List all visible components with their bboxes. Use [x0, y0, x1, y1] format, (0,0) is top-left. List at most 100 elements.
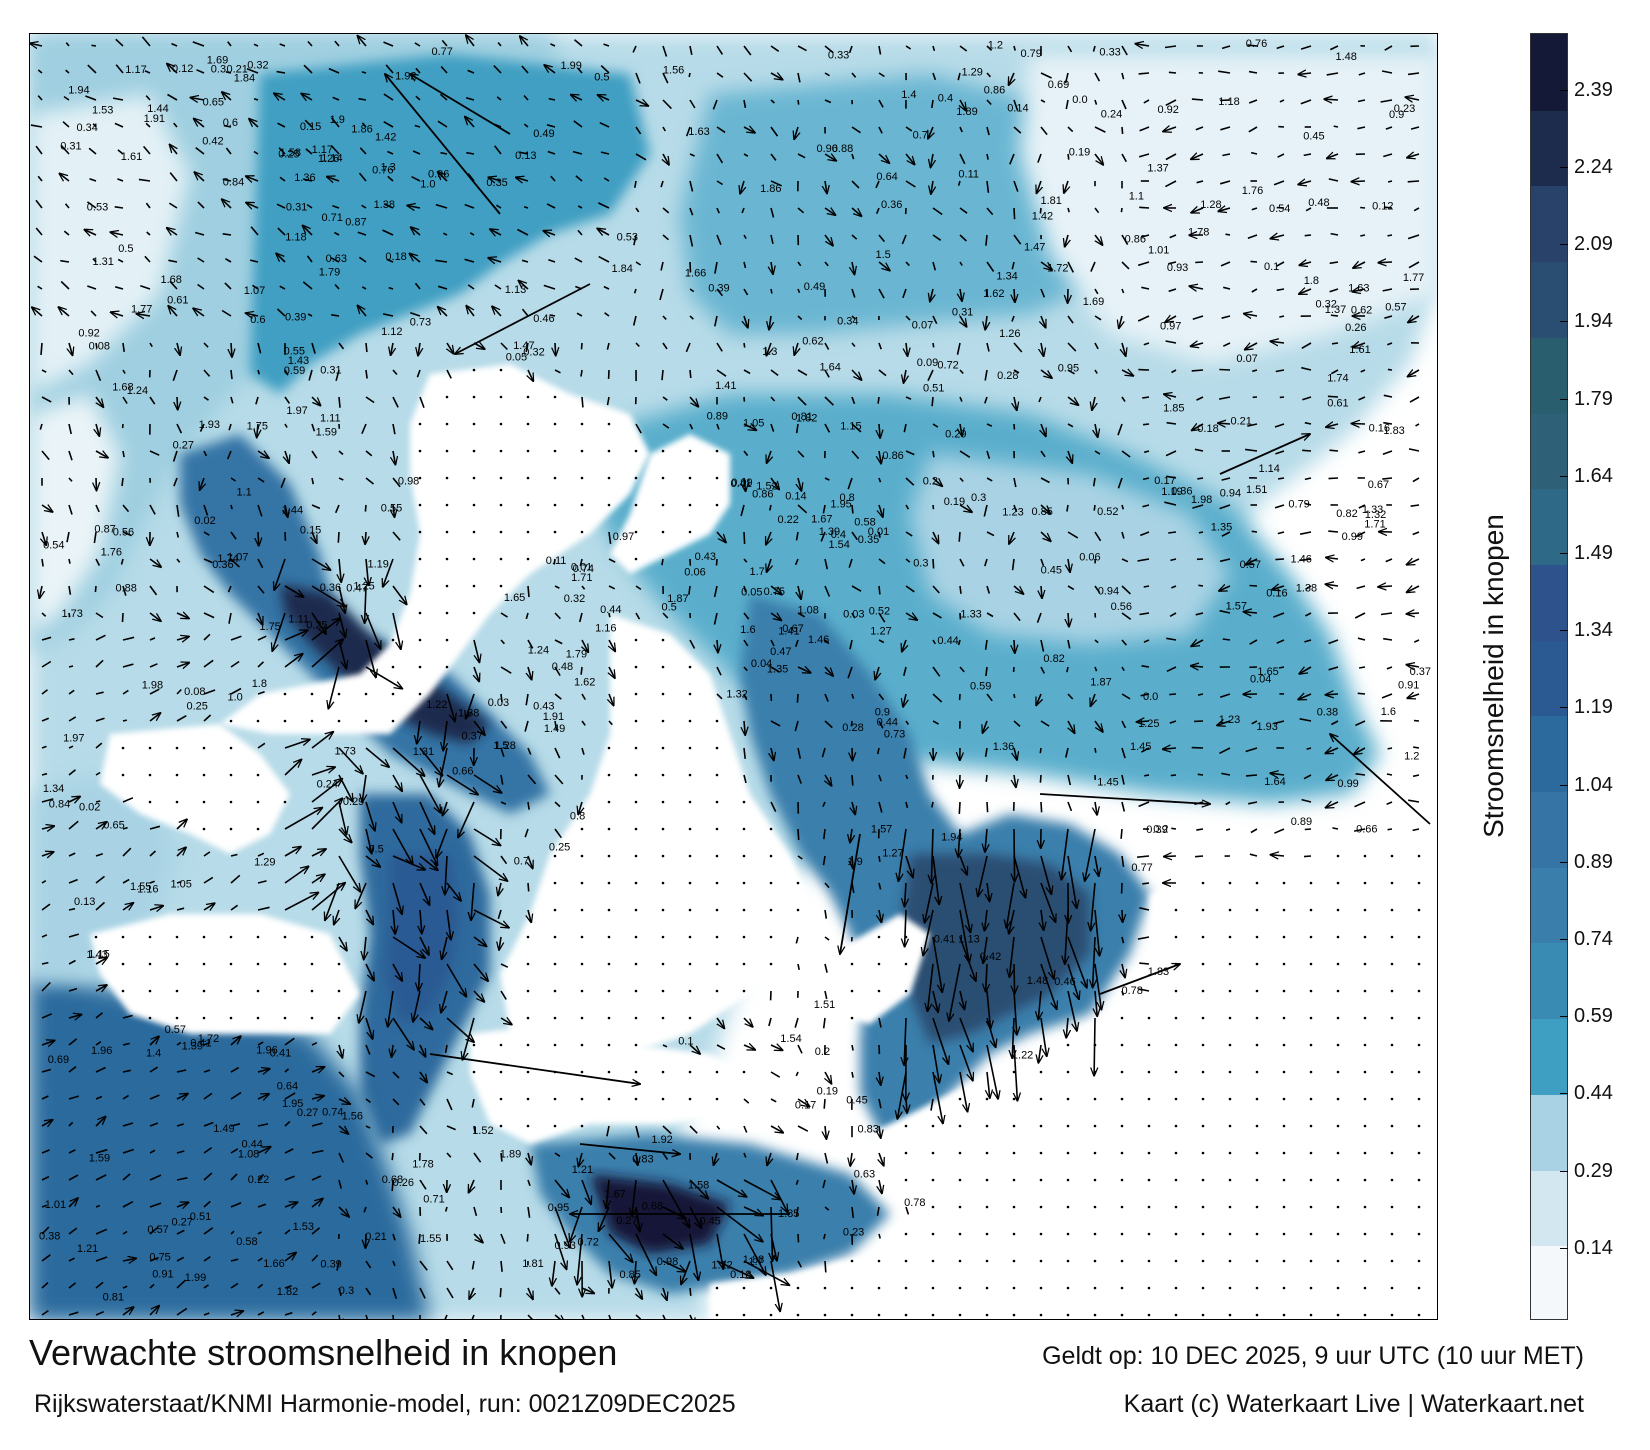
speed-value-label: 1.4: [901, 89, 916, 101]
speed-value-label: 0.12: [1372, 201, 1393, 213]
current-arrow: [851, 423, 862, 433]
current-arrow: [473, 855, 507, 881]
current-arrow: [311, 1199, 323, 1208]
current-arrow: [1276, 288, 1285, 292]
current-arrow: [334, 909, 339, 925]
current-arrow: [581, 1314, 585, 1319]
current-arrow: [365, 1017, 373, 1039]
grid-dot: [688, 665, 692, 669]
current-arrow: [471, 1098, 475, 1108]
current-arrow: [932, 72, 937, 81]
current-arrow: [1040, 99, 1046, 103]
current-arrow: [1250, 151, 1258, 155]
current-arrow: [443, 801, 448, 816]
current-arrow: [68, 1095, 79, 1100]
current-arrow: [1121, 126, 1124, 134]
speed-value-label: 1.32: [1365, 509, 1386, 521]
current-arrow: [766, 342, 771, 356]
grid-dot: [688, 746, 692, 750]
current-arrow: [392, 882, 402, 914]
speed-value-label: 0.31: [952, 306, 973, 318]
current-arrow: [959, 1044, 973, 1081]
current-arrow: [794, 126, 798, 139]
current-arrow: [306, 203, 313, 209]
grid-dot: [742, 800, 746, 804]
grid-dot: [715, 908, 719, 912]
current-arrow: [878, 774, 882, 782]
current-arrow: [328, 666, 340, 709]
current-arrow: [978, 855, 988, 896]
grid-dot: [715, 881, 719, 885]
current-arrow: [279, 43, 286, 47]
current-arrow: [68, 878, 78, 884]
current-arrow: [716, 234, 722, 245]
current-arrow: [1137, 261, 1150, 267]
current-arrow: [878, 342, 882, 350]
grid-dot: [661, 962, 665, 966]
speed-value-label: 1.05: [743, 417, 764, 429]
colorbar-tick-mark: [1560, 244, 1568, 246]
speed-value-label: 0.95: [1058, 362, 1079, 374]
current-arrow: [635, 126, 642, 135]
current-arrow: [95, 691, 104, 695]
current-arrow: [932, 720, 939, 725]
speed-value-label: 0.82: [1336, 508, 1357, 520]
current-arrow: [878, 693, 885, 701]
current-arrow: [203, 450, 208, 457]
current-arrow: [338, 342, 345, 350]
grid-dot: [310, 692, 314, 696]
current-arrow: [493, 65, 502, 74]
current-arrow: [41, 852, 54, 856]
grid-dot: [1309, 1043, 1313, 1047]
current-arrow: [203, 1227, 214, 1235]
grid-dot: [1039, 1178, 1043, 1182]
current-arrow: [824, 936, 830, 941]
grid-dot: [1147, 1259, 1151, 1263]
current-arrow: [527, 585, 530, 598]
current-arrow: [714, 315, 718, 327]
current-arrow: [635, 153, 647, 161]
current-arrow: [1325, 748, 1339, 753]
current-arrow: [1299, 718, 1312, 722]
current-arrow: [176, 663, 189, 667]
current-arrow: [1094, 720, 1103, 732]
speed-value-label: 1.48: [1027, 975, 1048, 987]
current-arrow: [1094, 99, 1098, 105]
current-arrow: [685, 342, 691, 353]
speed-value-label: 1.13: [958, 934, 979, 946]
current-arrow: [1094, 450, 1101, 455]
current-arrow: [420, 909, 422, 934]
current-arrow: [662, 342, 668, 350]
sea-center-light: [910, 454, 1230, 644]
grid-dot: [1336, 1259, 1340, 1263]
current-arrow: [446, 1125, 456, 1131]
current-arrow: [176, 637, 189, 641]
grid-dot: [391, 665, 395, 669]
grid-dot: [1093, 1259, 1097, 1263]
current-arrow: [932, 585, 940, 594]
current-arrow: [447, 342, 454, 354]
current-arrow-long: [410, 74, 511, 135]
current-arrow: [110, 232, 124, 235]
speed-value-label: 0.36: [1171, 486, 1192, 498]
current-arrow: [959, 855, 967, 875]
current-arrow: [877, 396, 880, 404]
current-arrow: [1137, 721, 1150, 722]
speed-value-label: 0.4: [831, 529, 846, 541]
current-arrow: [986, 450, 991, 459]
current-arrow: [1273, 720, 1285, 725]
speed-value-label: 0.31: [286, 201, 307, 213]
speed-value-label: 0.31: [320, 365, 341, 377]
grid-dot: [499, 1070, 503, 1074]
speed-value-label: 0.51: [190, 1211, 211, 1223]
current-arrow: [95, 1117, 106, 1127]
grid-dot: [1390, 989, 1394, 993]
current-arrow: [365, 369, 368, 379]
current-arrow: [365, 1179, 369, 1185]
current-arrow: [689, 45, 693, 55]
current-arrow: [60, 280, 70, 290]
current-arrow: [662, 1233, 683, 1249]
speed-value-label: 1.92: [395, 70, 416, 82]
grid-dot: [1336, 1070, 1340, 1074]
map-panel[interactable]: 0.36 0.32 0.18 0.46 0.44 0.25 0.31 0.3 0.45 0.41 0…: [29, 33, 1438, 1320]
